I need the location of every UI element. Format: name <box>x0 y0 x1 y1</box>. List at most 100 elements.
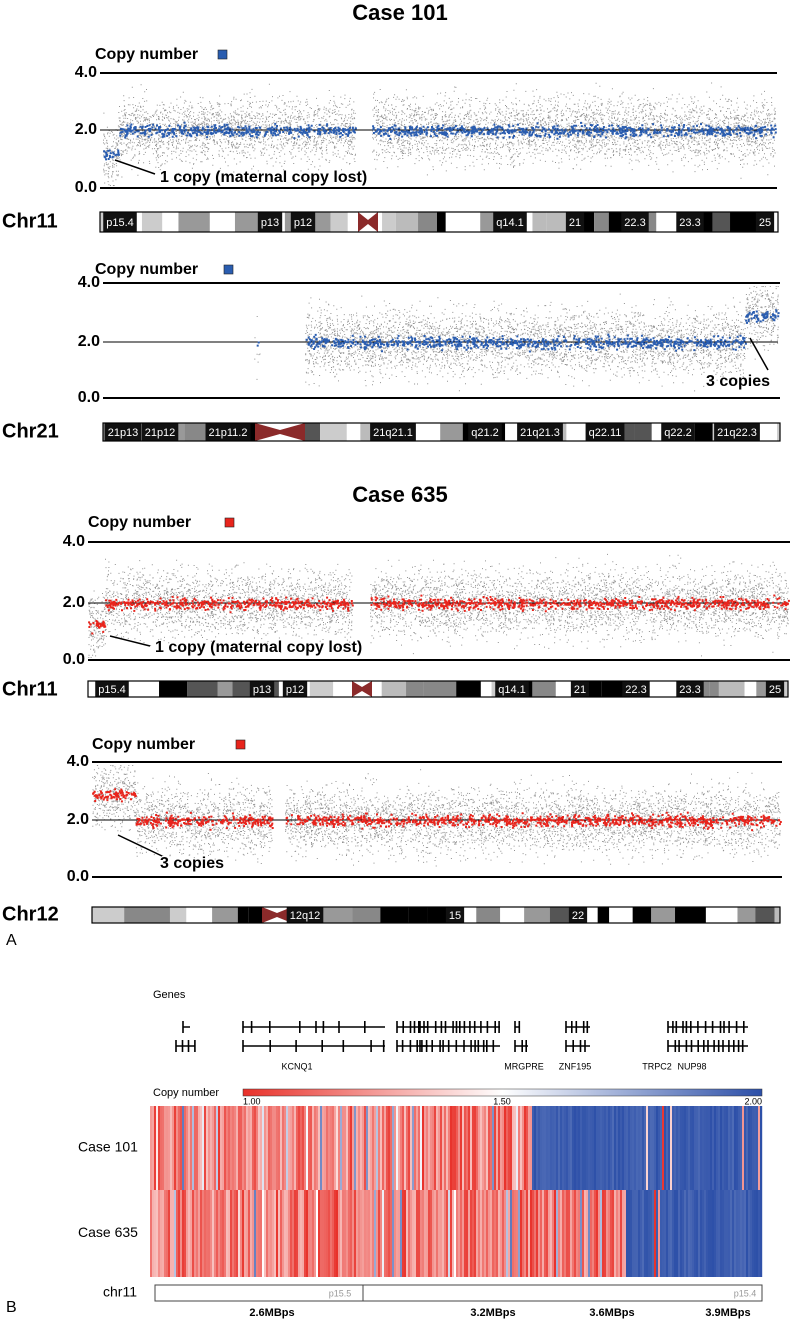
legend-swatch <box>223 264 234 275</box>
band-label-bg <box>517 423 563 441</box>
band-label-bg <box>103 212 137 232</box>
annotation-line <box>109 635 151 647</box>
heatmap-stripe <box>402 1106 405 1190</box>
heatmap-stripe <box>582 1106 585 1190</box>
heatmap-stripe <box>188 1106 191 1190</box>
heatmap-stripe <box>748 1190 751 1277</box>
heatmap-stripe <box>212 1190 215 1277</box>
heatmap-stripe <box>632 1106 635 1190</box>
heatmap-stripe <box>594 1106 597 1190</box>
heatmap-stripe <box>230 1106 233 1190</box>
heatmap-stripe <box>152 1190 155 1277</box>
heatmap-stripe <box>734 1190 737 1277</box>
y-tick-label: 4.0 <box>78 274 100 291</box>
heatmap-stripe <box>504 1106 507 1190</box>
heatmap-stripe <box>470 1190 473 1277</box>
y-tick-label: 2.0 <box>78 333 100 350</box>
heatmap-stripe <box>386 1106 389 1190</box>
track-band: p15.4 <box>734 1288 757 1298</box>
heatmap-stripe <box>758 1106 761 1190</box>
ideogram-band <box>186 907 213 923</box>
heatmap-stripe <box>408 1190 411 1277</box>
heatmap-stripe <box>282 1106 285 1190</box>
heatmap-stripe <box>638 1190 641 1277</box>
band-label: p13 <box>253 684 271 696</box>
heatmap-stripe <box>446 1190 449 1277</box>
heatmap-stripe <box>464 1106 467 1190</box>
heatmap-stripe <box>346 1106 349 1190</box>
heatmap-stripe <box>258 1106 261 1190</box>
ideogram-band <box>159 681 188 697</box>
heatmap-stripe <box>622 1106 625 1190</box>
gene-glyph <box>242 1021 385 1033</box>
heatmap-stripe <box>444 1106 447 1190</box>
heatmap-stripe <box>532 1190 535 1277</box>
band-label: 21q21.3 <box>520 427 560 439</box>
heatmap-stripe <box>316 1190 319 1277</box>
heatmap-stripe <box>172 1106 175 1190</box>
ideogram-band <box>609 907 633 923</box>
heatmap-stripe <box>760 1190 763 1277</box>
heatmap-stripe <box>266 1190 269 1277</box>
heatmap-stripe <box>474 1190 477 1277</box>
heatmap-stripe <box>546 1106 549 1190</box>
heatmap-stripe <box>516 1106 519 1190</box>
heatmap-stripe <box>318 1106 321 1190</box>
heatmap-stripe <box>420 1106 423 1190</box>
heatmap-stripe <box>194 1106 197 1190</box>
heatmap-stripe <box>718 1106 721 1190</box>
heatmap-stripe <box>258 1190 261 1277</box>
heatmap-stripe <box>704 1190 707 1277</box>
heatmap-stripe <box>602 1106 605 1190</box>
heatmap-stripe <box>358 1106 361 1190</box>
panel-label: B <box>6 1299 17 1316</box>
chromosome-label: Chr11 <box>2 210 58 232</box>
heatmap-stripe <box>736 1106 739 1190</box>
heatmap-stripe <box>712 1190 715 1277</box>
gene-glyph <box>396 1040 428 1052</box>
heatmap-stripe <box>338 1106 341 1190</box>
heatmap-stripe <box>282 1190 285 1277</box>
heatmap-stripe <box>676 1106 679 1190</box>
annotation: 1 copy (maternal copy lost) <box>160 169 367 186</box>
heatmap-stripe <box>554 1106 557 1190</box>
heatmap-stripe <box>182 1106 185 1190</box>
heatmap-stripe <box>596 1106 599 1190</box>
heatmap-stripe <box>290 1106 293 1190</box>
heatmap-stripe <box>296 1106 299 1190</box>
heatmap-stripe <box>706 1190 709 1277</box>
heatmap-stripe <box>652 1190 655 1277</box>
heatmap-stripe <box>630 1190 633 1277</box>
band-label: 21q22.3 <box>717 427 757 439</box>
heatmap-stripe <box>290 1190 293 1277</box>
heatmap-stripe <box>756 1106 759 1190</box>
gene-glyph <box>242 1040 385 1052</box>
band-label-bg <box>95 681 129 697</box>
heatmap-stripe <box>624 1190 627 1277</box>
ideogram-band <box>500 907 525 923</box>
heatmap-stripe <box>486 1190 489 1277</box>
heatmap-stripe <box>756 1190 759 1277</box>
band-label-bg <box>370 423 416 441</box>
ideogram-band <box>162 212 179 232</box>
heatmap-stripe <box>426 1106 429 1190</box>
heatmap-stripe <box>454 1106 457 1190</box>
heatmap-stripe <box>260 1190 263 1277</box>
heatmap-stripe <box>612 1106 615 1190</box>
heatmap-stripe <box>352 1106 355 1190</box>
heatmap-stripe <box>492 1190 495 1277</box>
band-label: p15.4 <box>106 217 134 229</box>
heatmap-stripe <box>322 1106 325 1190</box>
heatmap-stripe <box>190 1190 193 1277</box>
heatmap-stripe <box>388 1106 391 1190</box>
band-label: q22.11 <box>589 427 622 439</box>
heatmap-stripe <box>196 1190 199 1277</box>
ideogram-band <box>380 907 409 923</box>
heatmap-stripe <box>488 1106 491 1190</box>
heatmap-stripe <box>538 1190 541 1277</box>
heatmap-stripe <box>246 1106 249 1190</box>
ideogram-band <box>128 681 160 697</box>
heatmap-stripe <box>420 1190 423 1277</box>
heatmap-stripe <box>248 1106 251 1190</box>
